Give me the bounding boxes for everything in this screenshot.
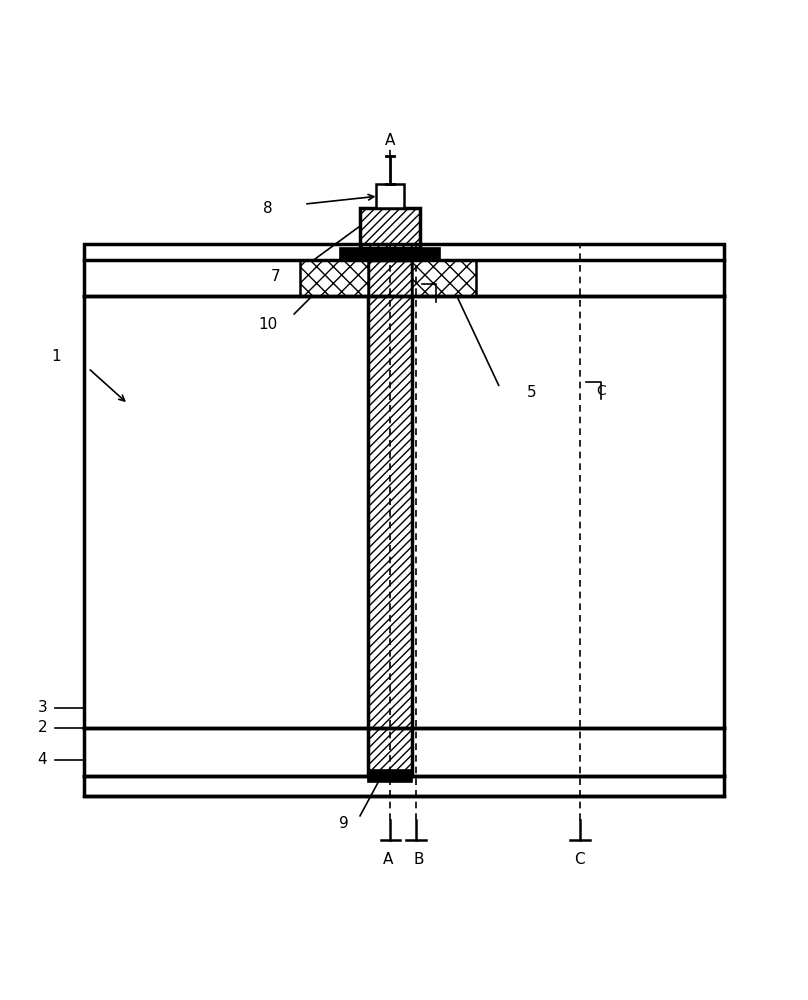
Bar bbox=[376, 184, 404, 208]
Text: 4: 4 bbox=[38, 752, 48, 767]
Bar bbox=[84, 296, 724, 728]
Bar bbox=[360, 208, 420, 248]
Text: 2: 2 bbox=[38, 720, 48, 735]
Text: C: C bbox=[574, 852, 585, 867]
Text: B: B bbox=[413, 852, 423, 867]
Bar bbox=[368, 260, 412, 776]
Bar bbox=[300, 260, 368, 296]
Bar bbox=[368, 770, 412, 782]
Text: 8: 8 bbox=[263, 201, 273, 216]
Bar bbox=[84, 260, 724, 296]
Bar bbox=[340, 248, 440, 260]
Text: 9: 9 bbox=[339, 816, 349, 831]
Bar bbox=[84, 728, 724, 776]
Bar bbox=[84, 244, 724, 796]
Text: 3: 3 bbox=[38, 700, 48, 715]
Text: C: C bbox=[596, 384, 606, 398]
Text: A: A bbox=[385, 133, 396, 148]
Text: 1: 1 bbox=[52, 349, 61, 364]
Text: 7: 7 bbox=[271, 269, 281, 284]
Text: A: A bbox=[383, 852, 393, 867]
Text: B: B bbox=[431, 287, 441, 301]
Bar bbox=[84, 244, 724, 796]
Bar bbox=[412, 260, 476, 296]
Text: 5: 5 bbox=[527, 385, 537, 400]
Text: 10: 10 bbox=[259, 317, 278, 332]
